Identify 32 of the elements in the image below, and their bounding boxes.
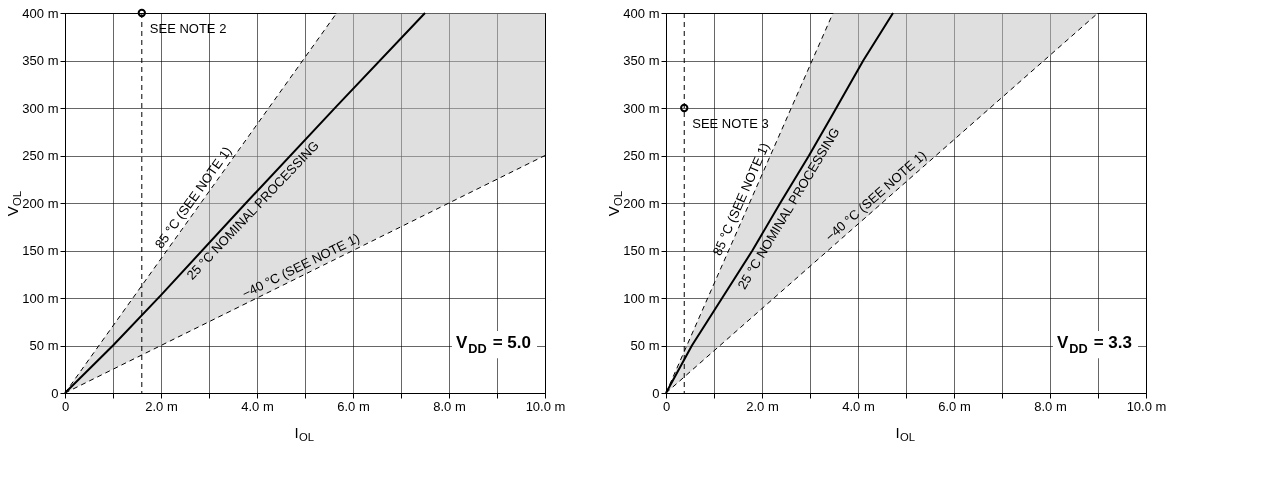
y-tick-label: 50 m (630, 338, 660, 353)
y-tick-label: 250 m (22, 148, 59, 163)
y-tick-label: 350 m (22, 53, 59, 68)
y-tick-label: 50 m (29, 338, 59, 353)
x-tick-label: 2.0 m (746, 398, 779, 414)
x-tick-label: 8.0 m (1034, 398, 1067, 414)
y-tick-label: 0 (51, 385, 59, 401)
x-tick-label: 10.0 m (525, 398, 566, 414)
y-tick-label: 200 m (623, 195, 660, 211)
x-tick-label: 2.0 m (145, 398, 178, 414)
x-tick-label: 4.0 m (842, 398, 875, 414)
y-tick-label: 400 m (22, 5, 59, 21)
x-tick-label: 0 (61, 398, 70, 414)
y-tick-label: 100 m (22, 290, 59, 306)
y-axis-title: VOL (605, 191, 625, 217)
y-tick-label: 350 m (623, 53, 660, 68)
y-tick-label: 200 m (22, 195, 59, 211)
x-tick-label: 0 (662, 398, 671, 414)
x-tick-label: 6.0 m (337, 398, 370, 414)
x-tick-label: 4.0 m (241, 398, 274, 414)
y-tick-label: 300 m (22, 100, 59, 116)
y-tick-label: 0 (652, 385, 660, 401)
y-tick-label: 150 m (623, 243, 660, 258)
y-tick-label: 250 m (623, 148, 660, 163)
y-tick-label: 100 m (623, 290, 660, 306)
x-tick-label: 8.0 m (433, 398, 466, 414)
y-tick-label: 150 m (22, 243, 59, 258)
x-tick-label: 10.0 m (1126, 398, 1167, 414)
y-tick-label: 300 m (623, 100, 660, 116)
x-tick-label: 6.0 m (938, 398, 971, 414)
y-tick-label: 400 m (623, 5, 660, 21)
y-axis-title: VOL (4, 191, 24, 217)
